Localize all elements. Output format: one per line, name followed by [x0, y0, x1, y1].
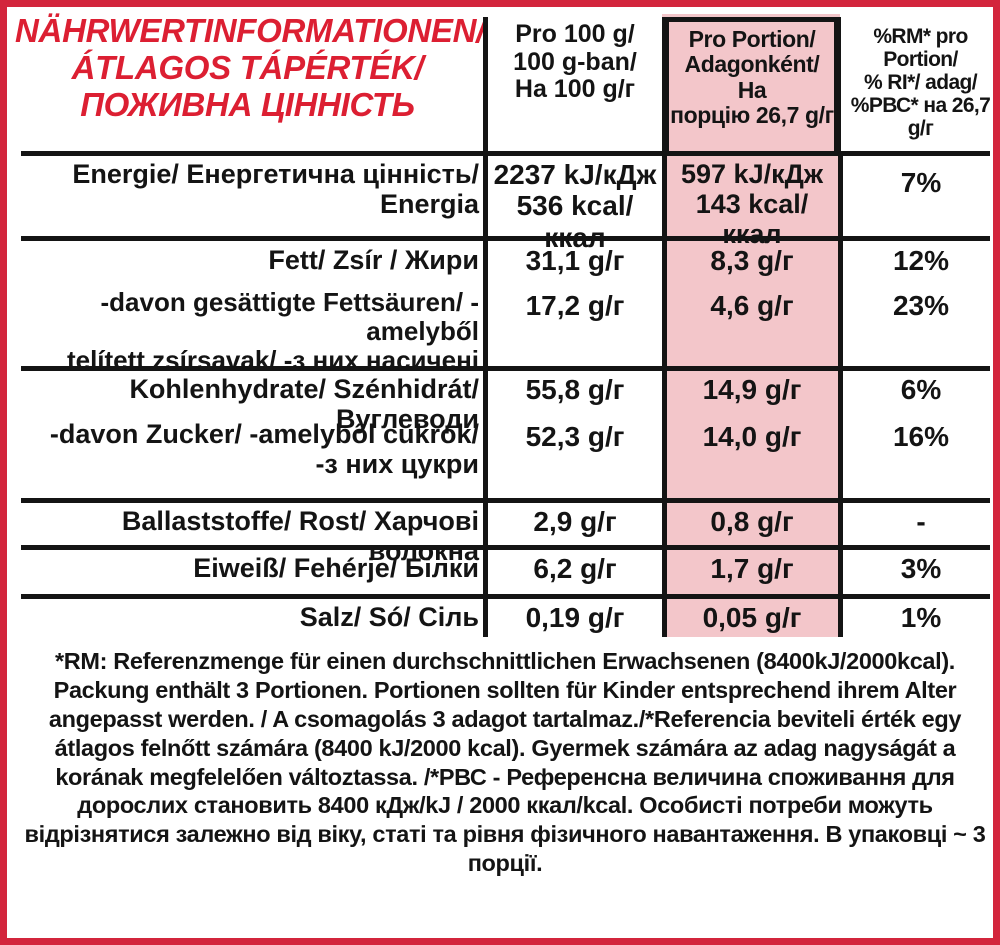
- row-value-protein-per100g: 6,2 g/г: [533, 553, 617, 584]
- header-per-portion: Pro Portion/ Adagonként/ На порцію 26,7 …: [670, 26, 834, 128]
- row-value-carbohydrate-ri: 6%: [900, 374, 942, 405]
- row-rule-after-protein: [21, 594, 990, 599]
- row-value-sugars-ri: 16%: [892, 421, 950, 452]
- header-reference-intake: %RM* pro Portion/ % RI*/ adag/ %РВС* на …: [850, 25, 991, 141]
- row-value-salt-per100g: 0,19 g/г: [525, 602, 625, 633]
- row-value-fat-per100g: 31,1 g/г: [525, 245, 625, 276]
- header-pink-right-border: [834, 17, 841, 155]
- row-value-carbohydrate-per100g: 55,8 g/г: [525, 374, 625, 405]
- row-value-salt-ri: 1%: [900, 602, 942, 633]
- body-divider-2: [662, 156, 667, 637]
- row-value-protein-ri: 3%: [900, 553, 942, 584]
- header-per-100g: Pro 100 g/ 100 g-ban/ На 100 g/г: [513, 20, 637, 103]
- header-pink-top-border: [662, 17, 841, 22]
- row-rule-after-sugars: [21, 498, 990, 503]
- row-value-fat-perportion: 8,3 g/г: [710, 245, 794, 276]
- row-label-fat: Fett/ Zsír / Жири: [268, 245, 479, 275]
- row-value-sugars-per100g: 52,3 g/г: [525, 421, 625, 452]
- row-value-fibre-per100g: 2,9 g/г: [533, 506, 617, 537]
- row-rule-after-fibre: [21, 545, 990, 550]
- row-value-fat-ri: 12%: [892, 245, 950, 276]
- row-label-fibre: Ballaststoffe/ Rost/ Харчові волокна: [121, 506, 479, 567]
- header-divider-1: [483, 17, 488, 155]
- row-value-fibre-perportion: 0,8 g/г: [710, 506, 794, 537]
- row-value-carbohydrate-perportion: 14,9 g/г: [702, 374, 802, 405]
- body-divider-1: [483, 156, 488, 637]
- row-value-saturates-ri: 23%: [892, 290, 950, 321]
- row-rule-after-energy: [21, 236, 990, 241]
- label-title: NÄHRWERTINFORMATIONEN/ ÁTLAGOS TÁPÉRTÉK/…: [15, 12, 486, 123]
- row-value-fibre-ri: -: [916, 506, 926, 537]
- row-label-salt: Salz/ Só/ Сіль: [299, 602, 479, 632]
- row-value-protein-perportion: 1,7 g/г: [710, 553, 794, 584]
- row-label-sugars: -davon Zucker/ -amelyből cukrok/ -з них …: [49, 419, 479, 480]
- body-divider-3: [838, 156, 843, 637]
- header-bottom-rule: [21, 151, 990, 156]
- row-value-sugars-perportion: 14,0 g/г: [702, 421, 802, 452]
- row-label-saturates: -davon gesättigte Fettsäuren/ -amelyből …: [66, 287, 479, 376]
- row-value-salt-perportion: 0,05 g/г: [702, 602, 802, 633]
- row-label-protein: Eiweiß/ Fehérje/ Білки: [193, 553, 479, 583]
- footnote-reference-intake: *RM: Referenzmenge für einen durchschnit…: [24, 648, 986, 877]
- row-rule-after-saturates: [21, 366, 990, 371]
- row-label-energy: Energie/ Енергетична цінність/ Energia: [72, 159, 479, 220]
- row-value-saturates-per100g: 17,2 g/г: [525, 290, 625, 321]
- row-value-saturates-perportion: 4,6 g/г: [710, 290, 794, 321]
- row-label-carbohydrate: Kohlenhydrate/ Szénhidrát/ Вуглеводи: [129, 374, 479, 435]
- row-value-energy-perportion: 597 kJ/кДж 143 kcal/ккал: [681, 159, 823, 250]
- portion-column-highlight: [662, 14, 840, 637]
- row-value-energy-ri: 7%: [900, 167, 942, 198]
- header-pink-left-border: [662, 17, 669, 155]
